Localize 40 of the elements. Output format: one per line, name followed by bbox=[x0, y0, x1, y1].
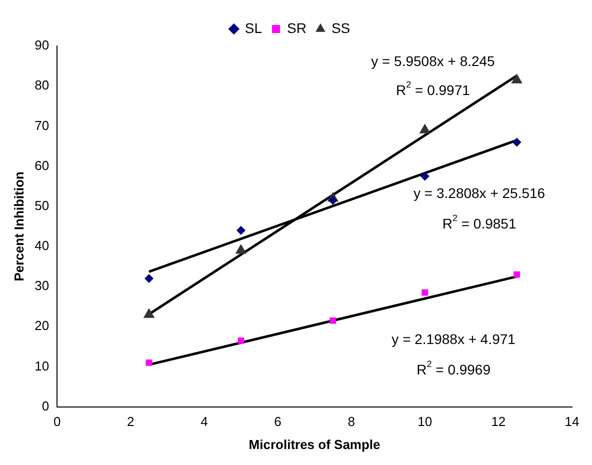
point bbox=[422, 289, 428, 296]
x-tick-label: 12 bbox=[491, 414, 506, 430]
legend-label: SR bbox=[287, 20, 306, 36]
y-tick-label: 10 bbox=[34, 358, 50, 374]
x-tick-label: 2 bbox=[127, 414, 134, 430]
point bbox=[511, 74, 522, 84]
point bbox=[419, 124, 431, 134]
y-tick-label: 40 bbox=[34, 238, 50, 254]
point bbox=[143, 308, 155, 318]
point bbox=[236, 226, 246, 235]
annotation: y = 5.9508x + 8.245 bbox=[371, 53, 496, 70]
y-tick-label: 70 bbox=[34, 118, 50, 133]
x-tick-label: 8 bbox=[348, 414, 355, 430]
legend-label: SL bbox=[244, 20, 262, 36]
point bbox=[235, 244, 247, 254]
y-tick-label: 90 bbox=[34, 38, 50, 53]
legend-label: SS bbox=[331, 20, 350, 36]
y-tick-label: 80 bbox=[34, 78, 50, 93]
y-tick-label: 50 bbox=[34, 198, 50, 213]
point bbox=[328, 196, 338, 205]
point bbox=[330, 317, 336, 324]
point bbox=[238, 337, 244, 344]
x-tick-label: 10 bbox=[418, 414, 432, 430]
x-tick-label: 6 bbox=[274, 414, 282, 430]
x-tick-label: 14 bbox=[564, 414, 580, 430]
point bbox=[512, 138, 522, 147]
x-tick-label: 4 bbox=[200, 414, 208, 430]
point bbox=[514, 271, 520, 278]
annotation: y = 3.2808x + 25.516 bbox=[414, 184, 546, 201]
annotation: y = 2.1988x + 4.971 bbox=[392, 330, 516, 347]
y-tick-label: 0 bbox=[42, 398, 50, 414]
y-axis-title: Percent Inhibition bbox=[11, 171, 26, 282]
point bbox=[144, 274, 154, 284]
y-tick-label: 20 bbox=[34, 318, 50, 334]
x-tick-label: 0 bbox=[53, 414, 61, 430]
point bbox=[420, 172, 430, 181]
y-tick-label: 60 bbox=[34, 158, 50, 173]
point bbox=[146, 360, 152, 366]
y-tick-label: 30 bbox=[34, 278, 50, 294]
x-axis-title: Microlitres of Sample bbox=[248, 436, 380, 452]
